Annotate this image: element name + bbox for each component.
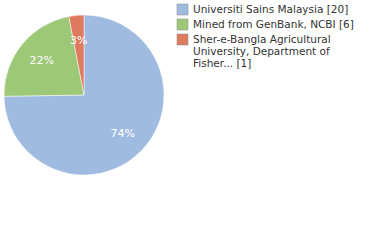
pie-slice — [4, 15, 164, 175]
data-labels: 74% 22% 3% — [30, 34, 135, 139]
legend-label: Mined from GenBank, NCBI [6] — [193, 18, 354, 30]
pie: 74% 22% 3% — [4, 15, 164, 175]
data-label: 3% — [70, 34, 87, 47]
legend-label: Universiti Sains Malaysia [20] — [193, 3, 348, 15]
legend-swatch — [177, 19, 188, 30]
legend-swatch — [177, 4, 188, 15]
pie-slice — [69, 15, 84, 95]
chart: 74% 22% 3% Universiti Sains Malaysia [20] Mi… — [0, 0, 380, 240]
data-label: 74% — [111, 127, 135, 140]
legend-label: Sher-e-Bangla AgriculturalUniversity, De… — [193, 33, 331, 69]
slices — [4, 15, 164, 175]
legend: Universiti Sains Malaysia [20] Mined from… — [177, 3, 354, 69]
legend-swatch — [177, 34, 188, 45]
data-label: 22% — [30, 54, 54, 67]
